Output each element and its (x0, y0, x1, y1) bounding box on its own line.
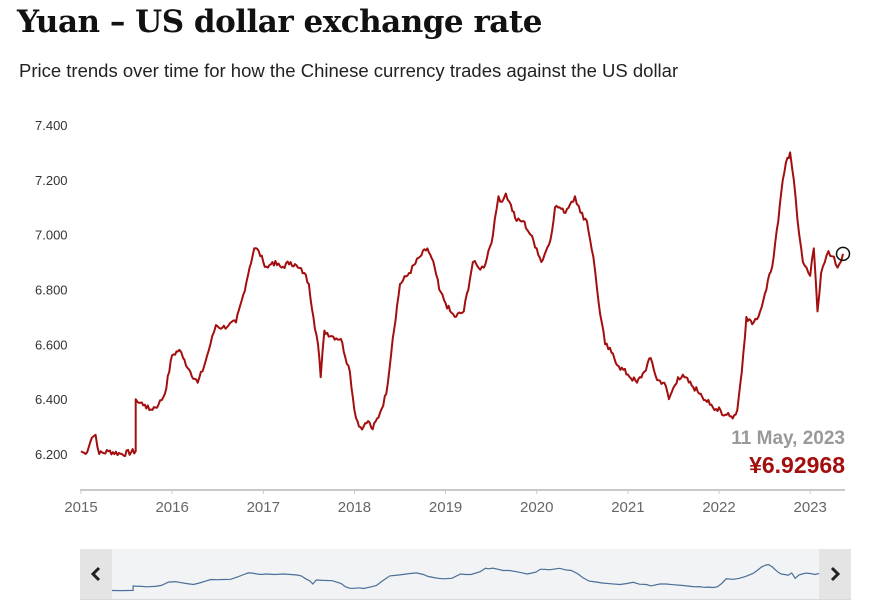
page-title: Yuan – US dollar exchange rate (17, 4, 542, 40)
range-navigator[interactable] (80, 549, 851, 600)
series-line-cny-usd (80, 151, 844, 458)
x-tick-label: 2018 (338, 499, 371, 516)
navigator-series-line (80, 563, 821, 595)
hover-marker (835, 246, 851, 262)
tooltip-date: 11 May, 2023 (731, 428, 845, 449)
navigator-sparkline (80, 563, 821, 595)
navigator-scroll-right-button[interactable] (819, 549, 851, 599)
y-tick-label: 7.000 (35, 228, 68, 243)
x-tick-label: 2022 (702, 499, 735, 516)
x-tick-label: 2015 (64, 499, 97, 516)
y-tick-label: 6.400 (35, 392, 68, 407)
y-tick-label: 7.400 (35, 118, 68, 133)
x-tick-label: 2016 (155, 499, 188, 516)
y-tick-label: 7.200 (35, 173, 68, 188)
page-subtitle: Price trends over time for how the Chine… (19, 60, 679, 81)
x-tick-label: 2020 (520, 499, 553, 516)
x-tick-label: 2023 (793, 499, 826, 516)
chevron-right-icon (830, 566, 841, 582)
y-axis: 6.200 6.400 6.600 6.800 7.000 7.200 7.400 (35, 118, 68, 462)
exchange-rate-chart[interactable]: 6.200 6.400 6.600 6.800 7.000 7.200 7.400 2015… (0, 0, 886, 545)
x-tick-label: 2017 (247, 499, 280, 516)
x-axis: 2015 2016 2017 2018 2019 2020 2021 2022 2023 (64, 489, 845, 516)
y-tick-label: 6.800 (35, 283, 68, 298)
x-tick-label: 2019 (429, 499, 462, 516)
tooltip-value: ¥6.92968 (749, 452, 845, 478)
y-tick-label: 6.200 (35, 447, 68, 462)
x-tick-label: 2021 (611, 499, 644, 516)
y-tick-label: 6.600 (35, 337, 68, 352)
navigator-scroll-left-button[interactable] (80, 549, 112, 599)
chevron-left-icon (90, 566, 101, 582)
